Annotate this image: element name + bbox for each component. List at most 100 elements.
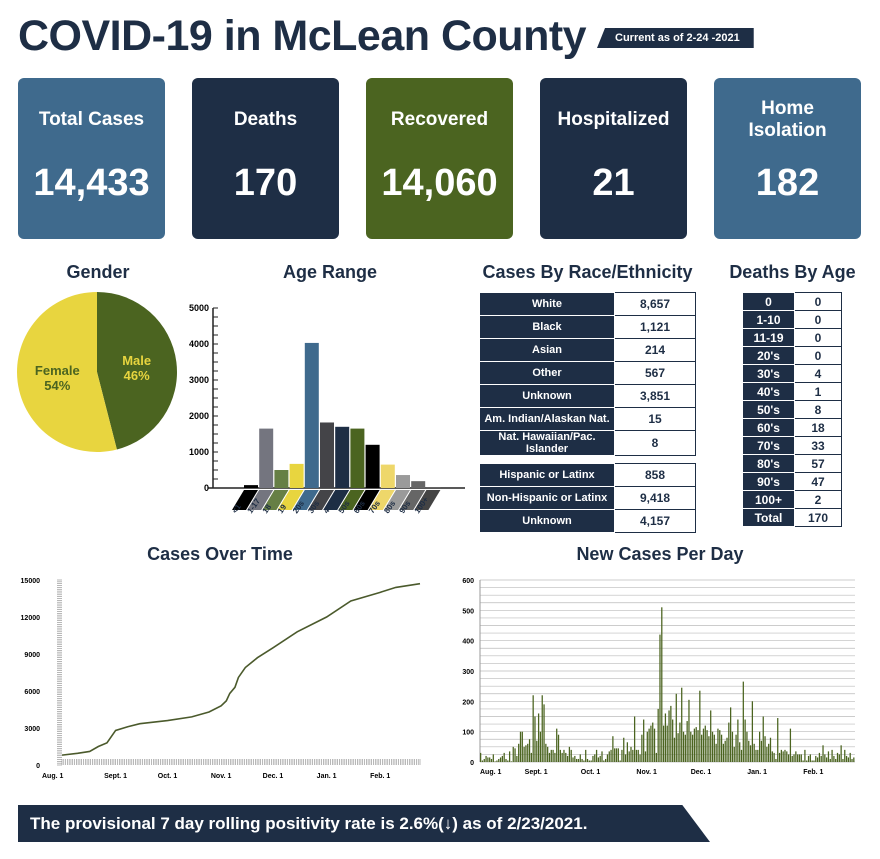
daily-bar [541,695,543,762]
daily-bar [778,752,781,762]
row-label: White [479,292,615,316]
daily-bar [496,760,498,762]
daily-bar [592,755,594,762]
daily-bar [557,734,560,762]
daily-bar [789,728,792,762]
row-value: 33 [794,436,842,455]
daily-bar [836,752,839,762]
race-ethnicity-table: White 8,657 Black 1,121 Asian 214 Other 567 Unkn… [479,292,696,533]
row-value: 1,121 [614,315,696,339]
age-bar [259,428,274,488]
daily-bar [641,734,643,762]
daily-bar [672,719,674,762]
card-label: Hospitalized [557,109,670,130]
daily-bar [563,749,565,762]
age-tab [384,490,410,510]
daily-bar [682,731,685,762]
gender-heading: Gender [66,262,130,282]
row-value: 2 [794,490,842,509]
daily-bar [650,725,652,762]
daily-bar [630,746,632,762]
daily-bar [659,634,661,762]
daily-bar [595,749,598,762]
daily-bar [691,734,694,762]
daily-bar [577,758,580,762]
daily-bar [543,704,545,762]
age-tab [232,490,258,510]
x-tick-label: Feb. 1 [803,769,823,776]
y-tick-label: 400 [462,639,474,646]
daily-bar [619,760,621,762]
row-value: 47 [794,472,842,491]
daily-bar [833,755,835,762]
daily-bar [786,751,788,762]
daily-bar [528,739,531,762]
daily-bar [632,749,634,762]
row-label: 50's [742,400,795,419]
daily-bar [498,758,500,762]
daily-bar [588,760,590,762]
row-value: 1 [794,382,842,401]
daily-bar [494,761,496,762]
card-value: 21 [592,162,635,204]
daily-bar [554,752,556,762]
daily-bar [605,758,607,762]
daily-bar [507,760,509,762]
daily-bar [775,758,777,762]
y-tick-label: 500 [462,608,474,615]
row-label: Non-Hispanic or Latinx [479,486,615,510]
row-label: Am. Indian/Alaskan Nat. [479,407,615,431]
daily-bar [847,757,850,762]
daily-bar [827,751,830,762]
daily-bar [780,749,782,762]
table-row: Hispanic or Latinx 858 [479,463,696,487]
daily-bar [539,731,542,762]
age-tab [247,490,274,510]
daily-bar [804,749,806,762]
daily-bar [670,705,672,762]
row-label: Unknown [479,384,615,408]
deaths-by-age-table: 0 0 1-10 0 11-19 0 20's 0 30's 4 40's 1 50's 8 60's 18 7… [742,292,842,527]
daily-bar [608,751,610,762]
daily-bar [492,754,494,762]
row-label: 90's [742,472,795,491]
daily-bar [793,754,795,762]
x-tick-label: Aug. 1 [42,773,63,780]
daily-bar [773,752,775,762]
daily-bar [824,754,826,762]
daily-bar [702,728,705,762]
daily-bar [777,718,779,762]
daily-bar [710,710,712,762]
daily-bar [807,755,810,762]
daily-bar [536,740,538,762]
positivity-rate-banner: The provisional 7 day rolling positivity… [18,805,710,842]
x-tick-label: Jan. 1 [747,769,767,776]
daily-bar [737,719,739,762]
age-bar [411,481,426,488]
daily-bar [769,737,772,762]
row-label: 30's [742,364,795,383]
y-tick-label: 9000 [24,652,40,659]
daily-bar [624,754,627,762]
daily-bar [708,736,710,762]
row-label: 1-10 [742,310,795,329]
daily-bar [621,749,623,762]
table-row: Black 1,121 [479,315,696,339]
daily-bar [521,731,523,762]
x-tick-label: Nov. 1 [636,769,657,776]
row-label: 80's [742,454,795,473]
daily-bar [739,742,741,762]
table-row: 50's 8 [742,400,842,419]
daily-bar [826,757,828,762]
daily-bar [597,757,600,762]
daily-bar [820,755,822,762]
age-bar [350,428,365,488]
table-row: 60's 18 [742,418,842,437]
daily-bar [594,754,596,762]
table-row: 90's 47 [742,472,842,491]
y-tick-label: 3000 [189,375,209,385]
row-label: Hispanic or Latinx [479,463,615,487]
card-value: 14,060 [381,162,498,204]
